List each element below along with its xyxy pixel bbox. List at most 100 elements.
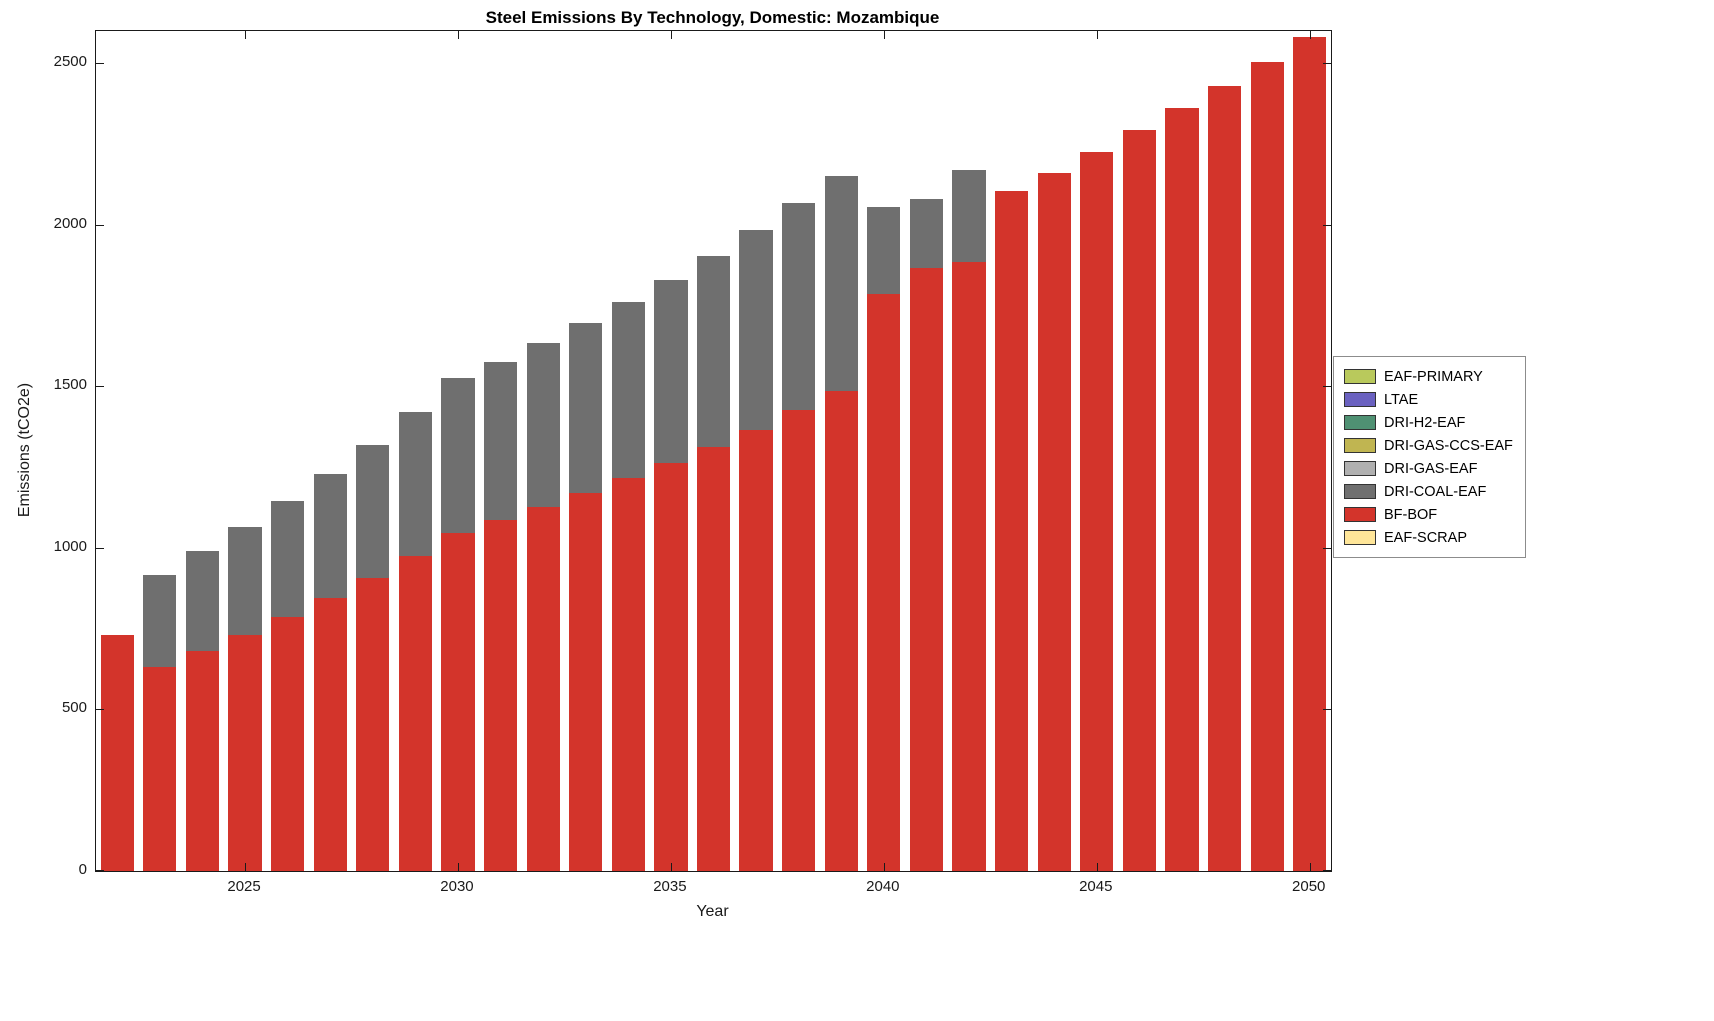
legend-swatch-dri-coal-eaf	[1344, 484, 1376, 499]
bar-segment-bf-bof-2037	[739, 429, 773, 871]
bar-segment-dri-coal-eaf-2027	[313, 473, 347, 598]
bar-segment-bf-bof-2038	[782, 410, 816, 871]
x-tick-mark	[457, 31, 459, 39]
bar-segment-bf-bof-2036	[696, 447, 731, 871]
y-tick-mark	[1323, 224, 1331, 226]
y-tick-label: 1000	[53, 537, 87, 555]
y-tick-mark	[1323, 63, 1331, 65]
y-tick-mark	[96, 547, 104, 549]
x-tick-mark	[883, 31, 885, 39]
x-tick-mark	[457, 863, 459, 871]
x-tick-label: 2050	[1292, 878, 1326, 895]
x-tick-label: 2045	[1079, 878, 1113, 895]
bar-segment-dri-coal-eaf-2026	[271, 501, 305, 617]
legend-swatch-dri-gas-ccs-eaf	[1344, 438, 1376, 453]
bar-segment-bf-bof-2048	[1207, 85, 1242, 871]
bar-segment-bf-bof-2034	[611, 478, 645, 871]
x-tick-mark	[245, 863, 247, 871]
bar-segment-dri-coal-eaf-2033	[569, 323, 603, 493]
legend-swatch-eaf-primary	[1344, 369, 1376, 384]
x-tick-mark	[1309, 31, 1311, 39]
legend-swatch-ltae	[1344, 392, 1376, 407]
y-tick-label: 2000	[53, 214, 87, 232]
y-tick-mark	[96, 63, 104, 65]
legend-swatch-bf-bof	[1344, 507, 1376, 522]
legend-label: DRI-COAL-EAF	[1384, 483, 1487, 500]
y-tick-mark	[96, 386, 104, 388]
legend-label: DRI-GAS-EAF	[1384, 460, 1478, 477]
legend-label: BF-BOF	[1384, 506, 1438, 523]
chart-title: Steel Emissions By Technology, Domestic:…	[485, 8, 940, 27]
x-tick-mark	[245, 31, 247, 39]
bar-segment-dri-coal-eaf-2032	[526, 343, 560, 508]
legend-swatch-dri-gas-eaf	[1344, 461, 1376, 476]
legend-item-eaf-scrap: EAF-SCRAP	[1344, 526, 1513, 549]
bar-segment-dri-coal-eaf-2042	[952, 169, 986, 262]
bar-segment-dri-coal-eaf-2039	[824, 176, 858, 391]
legend-item-bf-bof: BF-BOF	[1344, 503, 1513, 526]
bar-segment-dri-coal-eaf-2035	[654, 279, 688, 464]
bar-segment-bf-bof-2050	[1293, 37, 1327, 871]
bar-segment-bf-bof-2045	[1080, 151, 1114, 871]
x-tick-label: 2040	[866, 878, 900, 895]
bar-segment-dri-coal-eaf-2031	[483, 362, 518, 521]
bar-segment-bf-bof-2022	[100, 635, 134, 871]
bar-segment-dri-coal-eaf-2023	[143, 575, 177, 668]
bar-segment-dri-coal-eaf-2028	[356, 444, 390, 579]
chart-legend: EAF-PRIMARY LTAE DRI-H2-EAF DRI-GAS-CCS-EAF…	[1333, 356, 1526, 558]
bar-segment-bf-bof-2029	[398, 555, 432, 871]
bar-segment-bf-bof-2035	[654, 463, 688, 871]
plot-area	[95, 30, 1332, 872]
bar-segment-bf-bof-2024	[185, 651, 220, 871]
x-tick-mark	[1096, 31, 1098, 39]
legend-label: LTAE	[1384, 391, 1419, 408]
bar-segment-bf-bof-2026	[271, 616, 305, 871]
bar-segment-dri-coal-eaf-2040	[867, 207, 901, 294]
y-tick-label: 0	[78, 861, 87, 878]
y-tick-mark	[1323, 870, 1331, 871]
bar-segment-dri-coal-eaf-2025	[228, 526, 262, 635]
bar-segment-bf-bof-2046	[1122, 129, 1156, 871]
x-tick-label: 2025	[227, 878, 261, 895]
x-tick-label: 2030	[440, 878, 474, 895]
y-tick-label: 500	[61, 699, 87, 717]
bar-segment-bf-bof-2049	[1250, 62, 1284, 871]
bar-segment-bf-bof-2023	[143, 667, 177, 871]
y-axis-label: Emissions (tCO2e)	[16, 382, 33, 518]
bar-segment-dri-coal-eaf-2034	[611, 302, 645, 479]
legend-item-dri-coal-eaf: DRI-COAL-EAF	[1344, 480, 1513, 503]
y-tick-label: 2500	[53, 53, 87, 71]
bar-segment-dri-coal-eaf-2036	[696, 255, 731, 448]
y-tick-label: 1500	[53, 376, 87, 394]
bar-segment-dri-coal-eaf-2038	[782, 203, 816, 411]
y-tick-mark	[96, 870, 104, 871]
x-tick-label: 2035	[653, 878, 687, 895]
legend-label: EAF-SCRAP	[1384, 529, 1467, 546]
bar-segment-bf-bof-2028	[356, 578, 390, 871]
legend-item-dri-h2-eaf: DRI-H2-EAF	[1344, 411, 1513, 434]
x-tick-mark	[1309, 863, 1311, 871]
y-tick-mark	[96, 224, 104, 226]
bar-segment-bf-bof-2041	[909, 268, 944, 871]
bar-segment-dri-coal-eaf-2030	[441, 378, 475, 533]
bar-segment-bf-bof-2025	[228, 634, 262, 871]
bar-segment-bf-bof-2030	[441, 532, 475, 871]
bar-segment-bf-bof-2032	[526, 507, 560, 871]
bar-segment-bf-bof-2031	[483, 520, 518, 871]
y-tick-mark	[1323, 547, 1331, 549]
x-axis-label: Year	[696, 903, 729, 920]
bar-segment-dri-coal-eaf-2037	[739, 229, 773, 430]
legend-item-ltae: LTAE	[1344, 388, 1513, 411]
x-tick-mark	[1096, 863, 1098, 871]
x-tick-mark	[670, 31, 672, 39]
bar-segment-bf-bof-2027	[313, 598, 347, 871]
bar-segment-dri-coal-eaf-2024	[185, 551, 220, 652]
legend-label: EAF-PRIMARY	[1384, 368, 1483, 385]
legend-item-dri-gas-ccs-eaf: DRI-GAS-CCS-EAF	[1344, 434, 1513, 457]
legend-item-dri-gas-eaf: DRI-GAS-EAF	[1344, 457, 1513, 480]
bar-segment-bf-bof-2039	[824, 390, 858, 871]
bar-segment-bf-bof-2040	[867, 294, 901, 871]
legend-swatch-eaf-scrap	[1344, 530, 1376, 545]
legend-swatch-dri-h2-eaf	[1344, 415, 1376, 430]
